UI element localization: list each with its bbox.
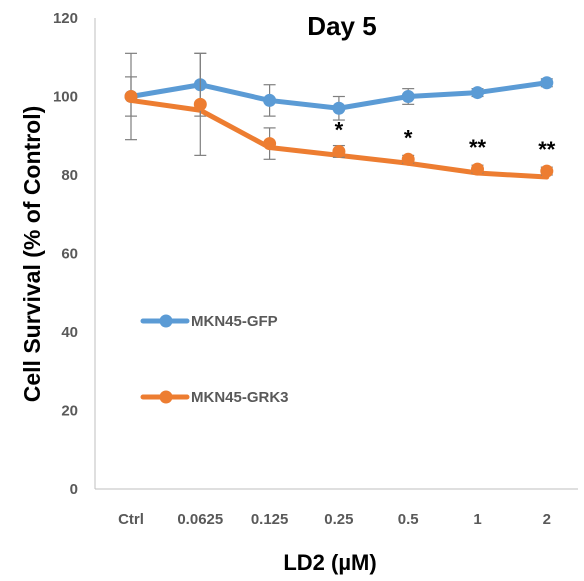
legend-marker [159,390,173,404]
chart-title: Day 5 [307,11,376,41]
data-point [263,137,277,151]
y-axis-label: Cell Survival (% of Control) [19,106,45,402]
series-layer [124,52,554,180]
legend-label: MKN45-GFP [191,313,278,330]
y-tick-label: 100 [53,89,78,106]
x-axis-label: LD2 (µM) [283,550,376,575]
data-point [124,90,138,103]
y-tick-label: 0 [70,481,78,498]
y-tick-label: 20 [61,403,78,420]
data-point [332,101,346,115]
data-point [332,144,346,158]
x-tick-label: 0.5 [398,511,419,528]
x-ticks: Ctrl 0.0625 0.125 0.25 0.5 1 2 [118,511,551,528]
y-ticks: 0 20 40 60 80 100 120 [53,10,78,498]
data-point [471,162,484,176]
x-tick-label: 1 [473,511,481,528]
legend-label: MKN45-GRK3 [191,389,289,406]
significance-marker: ** [538,137,556,162]
data-point [263,93,277,107]
legend: MKN45-GFP MKN45-GRK3 [140,313,289,406]
data-point [471,86,484,100]
x-tick-label: 0.0625 [177,511,223,528]
series-2 [124,52,554,180]
y-tick-label: 60 [61,246,78,263]
annotation-layer: * * ** ** [335,117,556,162]
data-point [401,152,415,166]
x-tick-label: 2 [543,511,551,528]
significance-marker: ** [469,135,487,160]
x-tick-label: Ctrl [118,511,144,528]
data-point [193,97,207,111]
axes [94,18,578,490]
data-point [540,76,554,90]
legend-marker [159,314,173,328]
y-tick-label: 120 [53,10,78,27]
data-point [401,90,415,103]
x-tick-label: 0.25 [324,511,353,528]
x-tick-label: 0.125 [251,511,289,528]
y-tick-label: 80 [61,167,78,184]
legend-entry: MKN45-GRK3 [140,389,289,406]
legend-entry: MKN45-GFP [140,313,278,330]
y-tick-label: 40 [61,324,78,341]
significance-marker: * [335,117,344,142]
data-point [540,164,554,178]
significance-marker: * [404,125,413,150]
